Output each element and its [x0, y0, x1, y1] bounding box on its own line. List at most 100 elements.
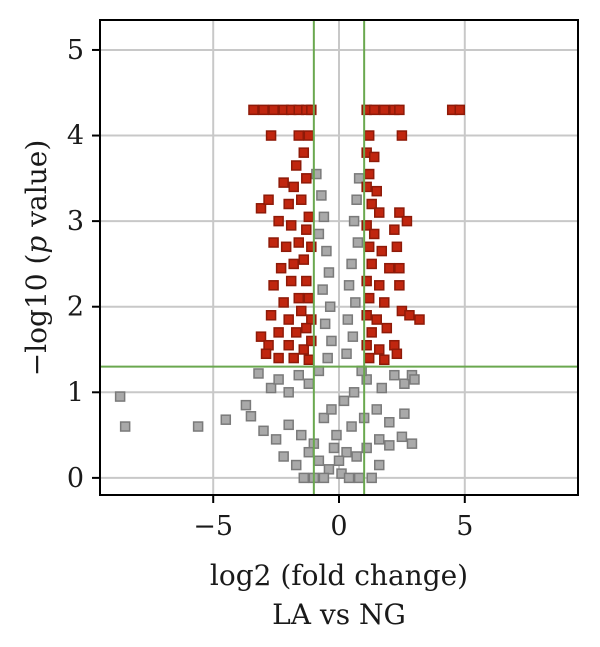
y-axis-title-suffix: value) [20, 140, 53, 236]
point-significant [285, 275, 297, 287]
point-significant [298, 147, 310, 158]
point-significant [278, 177, 289, 188]
point-not-significant [114, 391, 126, 402]
y-tick-label: 2 [67, 292, 84, 323]
point-not-significant [389, 369, 400, 381]
point-not-significant [318, 412, 330, 424]
point-not-significant [353, 173, 365, 184]
point-significant [366, 198, 377, 210]
point-significant [394, 104, 405, 116]
y-axis-title-p: p [20, 236, 53, 254]
point-not-significant [352, 237, 364, 248]
point-not-significant [351, 451, 362, 462]
point-not-significant [399, 408, 410, 419]
point-not-significant [346, 258, 357, 270]
point-significant [366, 327, 377, 338]
point-not-significant [328, 442, 340, 454]
point-significant [288, 352, 299, 364]
point-not-significant [318, 472, 330, 484]
point-not-significant [376, 382, 388, 394]
point-significant [301, 173, 312, 184]
point-significant [363, 130, 375, 141]
point-significant [374, 344, 385, 355]
point-significant [391, 241, 403, 253]
point-significant [273, 327, 284, 338]
point-significant [288, 258, 299, 270]
chart-subtitle: LA vs NG [272, 598, 406, 631]
point-significant [361, 339, 372, 351]
point-significant [263, 194, 274, 205]
point-significant [268, 280, 279, 291]
point-not-significant [399, 378, 410, 389]
point-significant [255, 203, 267, 214]
point-not-significant [326, 404, 337, 415]
grid-lines [100, 20, 578, 495]
point-significant [273, 352, 284, 364]
point-significant [278, 297, 289, 308]
not-significant-points [114, 168, 420, 484]
point-not-significant [371, 404, 382, 415]
point-not-significant [298, 472, 310, 484]
significant-points [248, 104, 466, 366]
point-significant [296, 194, 307, 205]
point-significant [298, 254, 310, 265]
point-not-significant [319, 318, 331, 330]
point-not-significant [343, 280, 355, 291]
y-axis-title: −log10 (p value) [20, 140, 53, 377]
point-significant [273, 215, 284, 227]
point-significant [301, 224, 312, 235]
point-not-significant [348, 215, 360, 227]
y-tick-label: 5 [67, 35, 84, 66]
point-not-significant [331, 429, 342, 441]
point-not-significant [396, 431, 408, 443]
point-significant [258, 104, 269, 116]
point-not-significant [323, 267, 335, 278]
point-significant [306, 241, 317, 253]
point-significant [368, 228, 380, 240]
point-not-significant [347, 331, 359, 342]
point-significant [379, 354, 390, 366]
point-significant [265, 310, 277, 321]
point-significant [361, 220, 372, 231]
point-significant [381, 322, 393, 334]
point-not-significant [220, 414, 232, 425]
point-significant [414, 314, 425, 325]
point-significant [374, 280, 385, 291]
point-significant [396, 130, 408, 141]
point-significant [248, 104, 259, 116]
point-significant [404, 310, 415, 321]
point-significant [263, 339, 274, 351]
point-significant [361, 310, 372, 321]
threshold-lines [100, 20, 578, 495]
point-not-significant [343, 472, 355, 484]
y-tick-label: 0 [67, 463, 84, 494]
point-significant [280, 241, 292, 253]
point-significant [283, 198, 294, 210]
point-not-significant [342, 314, 354, 325]
point-not-significant [350, 297, 361, 308]
point-not-significant [346, 421, 357, 432]
point-not-significant [341, 446, 352, 458]
point-significant [283, 339, 294, 351]
point-not-significant [303, 378, 315, 389]
point-significant [401, 215, 413, 227]
point-significant [298, 344, 310, 355]
point-not-significant [326, 335, 337, 347]
point-not-significant [283, 419, 294, 431]
point-significant [290, 327, 302, 338]
point-significant [366, 258, 377, 270]
point-significant [260, 348, 272, 360]
point-not-significant [351, 194, 362, 205]
point-not-significant [409, 374, 420, 385]
point-significant [301, 322, 312, 334]
point-significant [268, 237, 279, 248]
point-significant [288, 181, 299, 193]
point-not-significant [283, 387, 294, 398]
point-not-significant [278, 451, 289, 462]
point-not-significant [192, 421, 204, 432]
point-not-significant [316, 190, 327, 201]
point-significant [384, 262, 395, 274]
point-not-significant [366, 472, 377, 484]
point-not-significant [333, 455, 345, 467]
